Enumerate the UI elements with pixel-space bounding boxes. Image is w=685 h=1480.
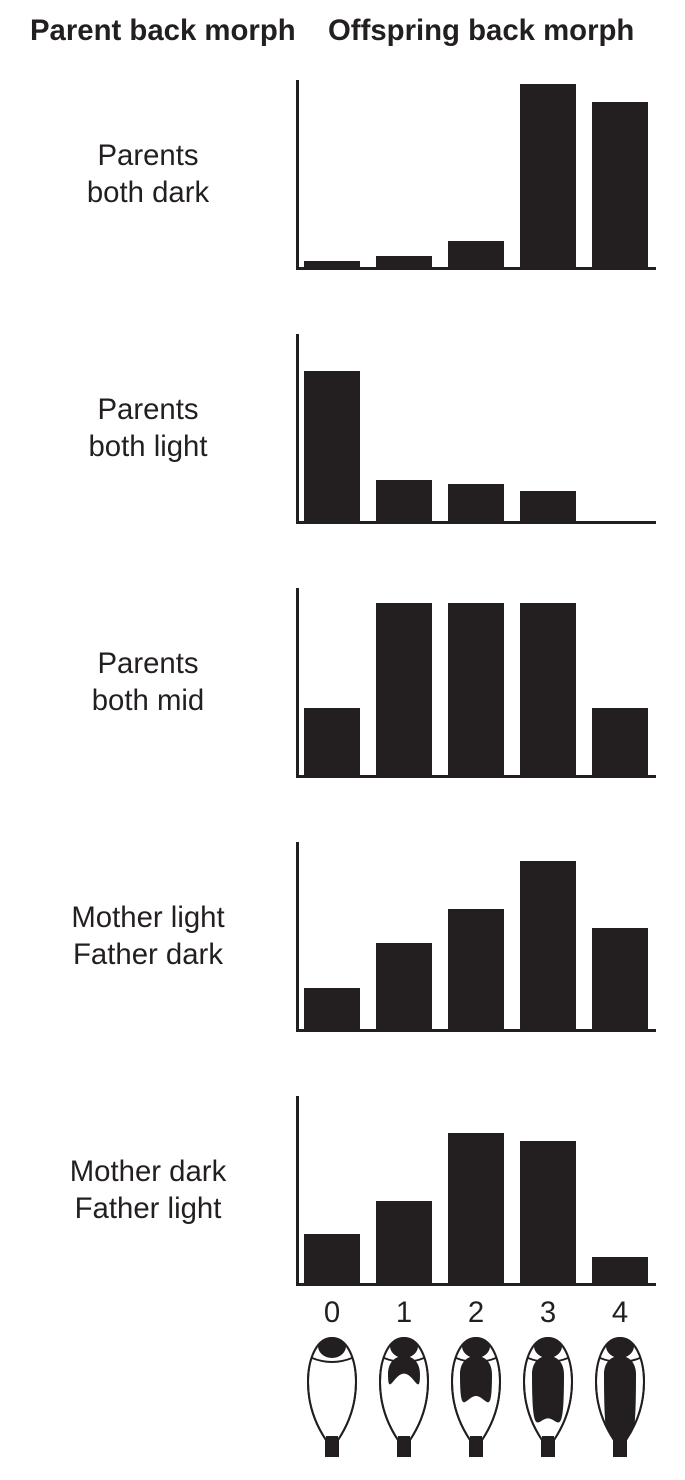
bar-slot — [512, 588, 584, 775]
bar-chart — [296, 334, 656, 524]
bars-group — [296, 842, 656, 1029]
row-label-line: Father light — [0, 1191, 296, 1228]
bar — [448, 603, 504, 775]
row-label-line: both dark — [0, 175, 296, 212]
bars-group — [296, 80, 656, 267]
bar-slot — [296, 842, 368, 1029]
bar — [592, 928, 648, 1029]
bar-slot — [368, 842, 440, 1029]
bar-slot — [296, 334, 368, 521]
row-label-line: both mid — [0, 683, 296, 720]
panel-row: Parentsboth dark — [0, 80, 685, 270]
x-axis-tick-labels: 01234 — [296, 1296, 656, 1330]
row-label-line: Father dark — [0, 937, 296, 974]
row-label-line: both light — [0, 429, 296, 466]
bar-slot — [512, 334, 584, 521]
bar — [448, 909, 504, 1029]
bar-slot — [368, 80, 440, 267]
bar-slot — [368, 588, 440, 775]
x-tick-label: 4 — [584, 1296, 656, 1330]
bar — [520, 1141, 576, 1283]
bar-slot — [440, 1096, 512, 1283]
bar-slot — [584, 842, 656, 1029]
bar — [304, 261, 360, 267]
bar-slot — [368, 334, 440, 521]
bird-morph-icon — [368, 1332, 440, 1460]
bar-slot — [512, 1096, 584, 1283]
bar-slot — [440, 588, 512, 775]
x-axis — [296, 521, 656, 524]
bird-morph-icon — [296, 1332, 368, 1460]
row-label-line: Mother dark — [0, 1154, 296, 1191]
bar — [448, 1133, 504, 1283]
x-tick-label: 1 — [368, 1296, 440, 1330]
row-label: Parentsboth mid — [0, 646, 296, 719]
bar-slot — [584, 588, 656, 775]
row-label-line: Parents — [0, 392, 296, 429]
bar — [520, 861, 576, 1029]
x-axis-bird-icons — [296, 1332, 656, 1460]
bars-group — [296, 334, 656, 521]
bar-slot — [584, 1096, 656, 1283]
bird-morph-icon — [584, 1332, 656, 1460]
bar-chart — [296, 80, 656, 270]
bar-chart — [296, 842, 656, 1032]
bars-group — [296, 588, 656, 775]
bar-slot — [512, 842, 584, 1029]
x-tick-label: 0 — [296, 1296, 368, 1330]
row-label: Mother lightFather dark — [0, 900, 296, 973]
bar-slot — [440, 842, 512, 1029]
row-label: Parentsboth light — [0, 392, 296, 465]
bar — [448, 241, 504, 267]
bird-morph-icon — [440, 1332, 512, 1460]
bar — [376, 1201, 432, 1283]
row-label-line: Parents — [0, 138, 296, 175]
bar — [520, 603, 576, 775]
x-axis — [296, 775, 656, 778]
column-header-left: Parent back morph — [30, 14, 296, 48]
column-header-right: Offspring back morph — [328, 14, 634, 48]
bar — [304, 708, 360, 775]
bar — [520, 491, 576, 521]
x-tick-label: 3 — [512, 1296, 584, 1330]
bar — [376, 256, 432, 267]
bar-slot — [296, 588, 368, 775]
panel-row: Parentsboth mid — [0, 588, 685, 778]
figure: Parent back morph Offspring back morph P… — [0, 0, 685, 1480]
bar-slot — [440, 334, 512, 521]
bar — [304, 988, 360, 1029]
row-label: Mother darkFather light — [0, 1154, 296, 1227]
panel-row: Parentsboth light — [0, 334, 685, 524]
bar — [376, 943, 432, 1029]
bar — [592, 708, 648, 775]
panel-row: Mother lightFather dark — [0, 842, 685, 1032]
bar-slot — [368, 1096, 440, 1283]
bar-slot — [296, 80, 368, 267]
bar — [376, 603, 432, 775]
row-label-line: Parents — [0, 646, 296, 683]
bar-slot — [584, 80, 656, 267]
panel-row: Mother darkFather light — [0, 1096, 685, 1286]
bar-slot — [296, 1096, 368, 1283]
bar — [592, 102, 648, 267]
row-label-line: Mother light — [0, 900, 296, 937]
bar-slot — [440, 80, 512, 267]
bar — [304, 371, 360, 521]
bird-morph-icon — [512, 1332, 584, 1460]
bar — [520, 84, 576, 267]
bar — [304, 1234, 360, 1283]
bar-chart — [296, 1096, 656, 1286]
bars-group — [296, 1096, 656, 1283]
x-axis — [296, 1283, 656, 1286]
bar — [376, 480, 432, 521]
x-axis — [296, 267, 656, 270]
bar-slot — [584, 334, 656, 521]
x-axis — [296, 1029, 656, 1032]
bar — [592, 1257, 648, 1283]
x-tick-label: 2 — [440, 1296, 512, 1330]
bar-slot — [512, 80, 584, 267]
bar — [448, 484, 504, 521]
row-label: Parentsboth dark — [0, 138, 296, 211]
bar-chart — [296, 588, 656, 778]
